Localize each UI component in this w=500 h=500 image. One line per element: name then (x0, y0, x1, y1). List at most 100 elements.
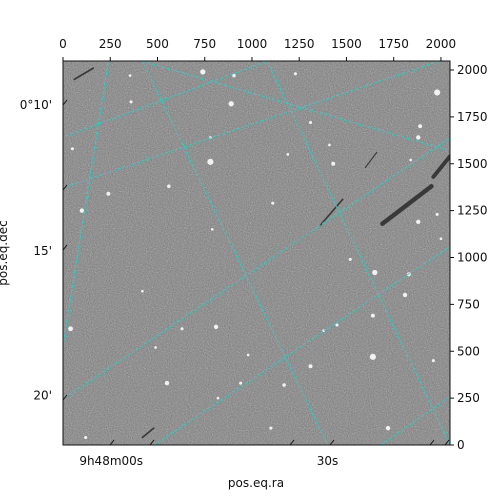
star-11 (106, 191, 111, 196)
star-38 (328, 143, 331, 147)
star-22 (68, 326, 73, 332)
star-17 (210, 228, 214, 231)
star-8 (70, 147, 74, 151)
right-tick-label-2: 500 (457, 344, 480, 358)
grid-line-0 (63, 61, 440, 189)
streak-0 (380, 184, 434, 226)
right-tick-label-4: 1000 (457, 251, 488, 265)
streak-3 (73, 67, 95, 81)
star-47 (246, 353, 250, 357)
top-tick-label-6: 1500 (331, 37, 362, 51)
star-27 (308, 364, 313, 369)
grid-line-7 (141, 61, 329, 445)
star-15 (416, 219, 421, 225)
ra-tick-label-1: 30s (317, 454, 339, 468)
top-tick-label-1: 250 (99, 37, 122, 51)
star-31 (385, 425, 391, 431)
star-33 (216, 396, 220, 400)
top-tick-label-3: 750 (193, 37, 216, 51)
ra-tick-label-0: 9h48m00s (79, 454, 143, 468)
top-tick-label-5: 1250 (284, 37, 315, 51)
star-6 (416, 135, 421, 140)
star-9 (207, 158, 214, 165)
ra-tick-mark-2 (289, 439, 295, 446)
ra-tick-mark-1 (149, 439, 155, 446)
star-45 (84, 435, 88, 440)
star-18 (372, 269, 378, 276)
right-tick-label-3: 750 (457, 297, 480, 311)
right-tick-label-1: 250 (457, 391, 480, 405)
dec-tick-mark-0 (62, 99, 68, 106)
grid-line-4 (153, 245, 450, 445)
stars-layer (68, 69, 443, 440)
ra-tick-mark-5 (444, 439, 450, 446)
star-26 (369, 353, 376, 360)
streak-1 (431, 154, 450, 179)
right-tick-label-7: 1750 (457, 110, 488, 124)
star-12 (167, 184, 171, 189)
star-7 (418, 124, 423, 129)
star-34 (154, 346, 157, 349)
ra-axis-title: pos.eq.ra (228, 476, 284, 490)
star-37 (335, 323, 339, 327)
star-29 (282, 383, 286, 387)
ra-tick-mark-0 (109, 439, 115, 446)
top-tick-label-2: 500 (146, 37, 169, 51)
star-16 (435, 212, 439, 216)
top-pixel-axis: 0 250 500 750 1000 1250 1500 1750 2000 (59, 37, 456, 61)
star-4 (434, 89, 441, 96)
right-tick-label-8: 2000 (457, 63, 488, 77)
grid-line-3 (380, 395, 450, 445)
star-36 (129, 100, 133, 104)
star-2 (293, 72, 297, 76)
dec-tick-mark-1 (62, 184, 68, 191)
dec-tick-mark-3 (62, 394, 68, 401)
star-21 (370, 313, 375, 318)
right-tick-label-6: 1500 (457, 157, 488, 171)
right-tick-label-5: 1250 (457, 204, 488, 218)
streak-4 (141, 427, 155, 439)
grid-line-6 (63, 61, 268, 138)
coordinate-grid (63, 61, 450, 445)
star-20 (402, 292, 408, 298)
top-tick-label-8: 2000 (426, 37, 457, 51)
top-tick-label-7: 1750 (378, 37, 409, 51)
star-1 (232, 73, 236, 78)
right-tick-label-0: 0 (457, 438, 465, 452)
top-tick-label-4: 1000 (237, 37, 268, 51)
dec-tick-label-2: 20' (33, 388, 52, 402)
star-39 (439, 237, 443, 241)
star-41 (141, 289, 144, 293)
star-35 (431, 359, 435, 363)
dec-tick-mark-2 (62, 244, 68, 251)
star-5 (228, 101, 234, 107)
star-10 (331, 161, 336, 166)
streaks-layer (73, 67, 450, 439)
star-0 (200, 69, 206, 75)
streak-2 (319, 198, 344, 227)
grid-line-2 (63, 137, 450, 400)
image-noise (63, 61, 450, 445)
ra-tick-mark-4 (429, 439, 435, 446)
dec-axis-title: pos.eq.dec (0, 220, 10, 285)
grid-line-8 (266, 61, 450, 445)
top-tick-label-0: 0 (59, 37, 67, 51)
star-32 (269, 426, 273, 430)
star-13 (79, 208, 85, 213)
star-44 (286, 153, 290, 156)
star-46 (409, 158, 413, 162)
star-30 (239, 381, 243, 385)
star-14 (271, 201, 275, 205)
right-pixel-axis: 0 250 500 750 1000 1250 1500 1750 2000 (450, 63, 488, 452)
plot-frame (62, 60, 451, 446)
star-40 (309, 120, 313, 125)
star-42 (348, 257, 352, 261)
grid-line-1 (142, 61, 450, 152)
dec-tick-label-1: 15' (33, 244, 52, 258)
dec-tick-label-0: 0°10' (20, 98, 52, 112)
streak-5 (364, 151, 378, 169)
star-23 (213, 324, 219, 330)
star-24 (180, 327, 184, 331)
star-3 (128, 74, 132, 77)
ra-axis-ticks: 9h48m00s 30s (79, 439, 450, 468)
